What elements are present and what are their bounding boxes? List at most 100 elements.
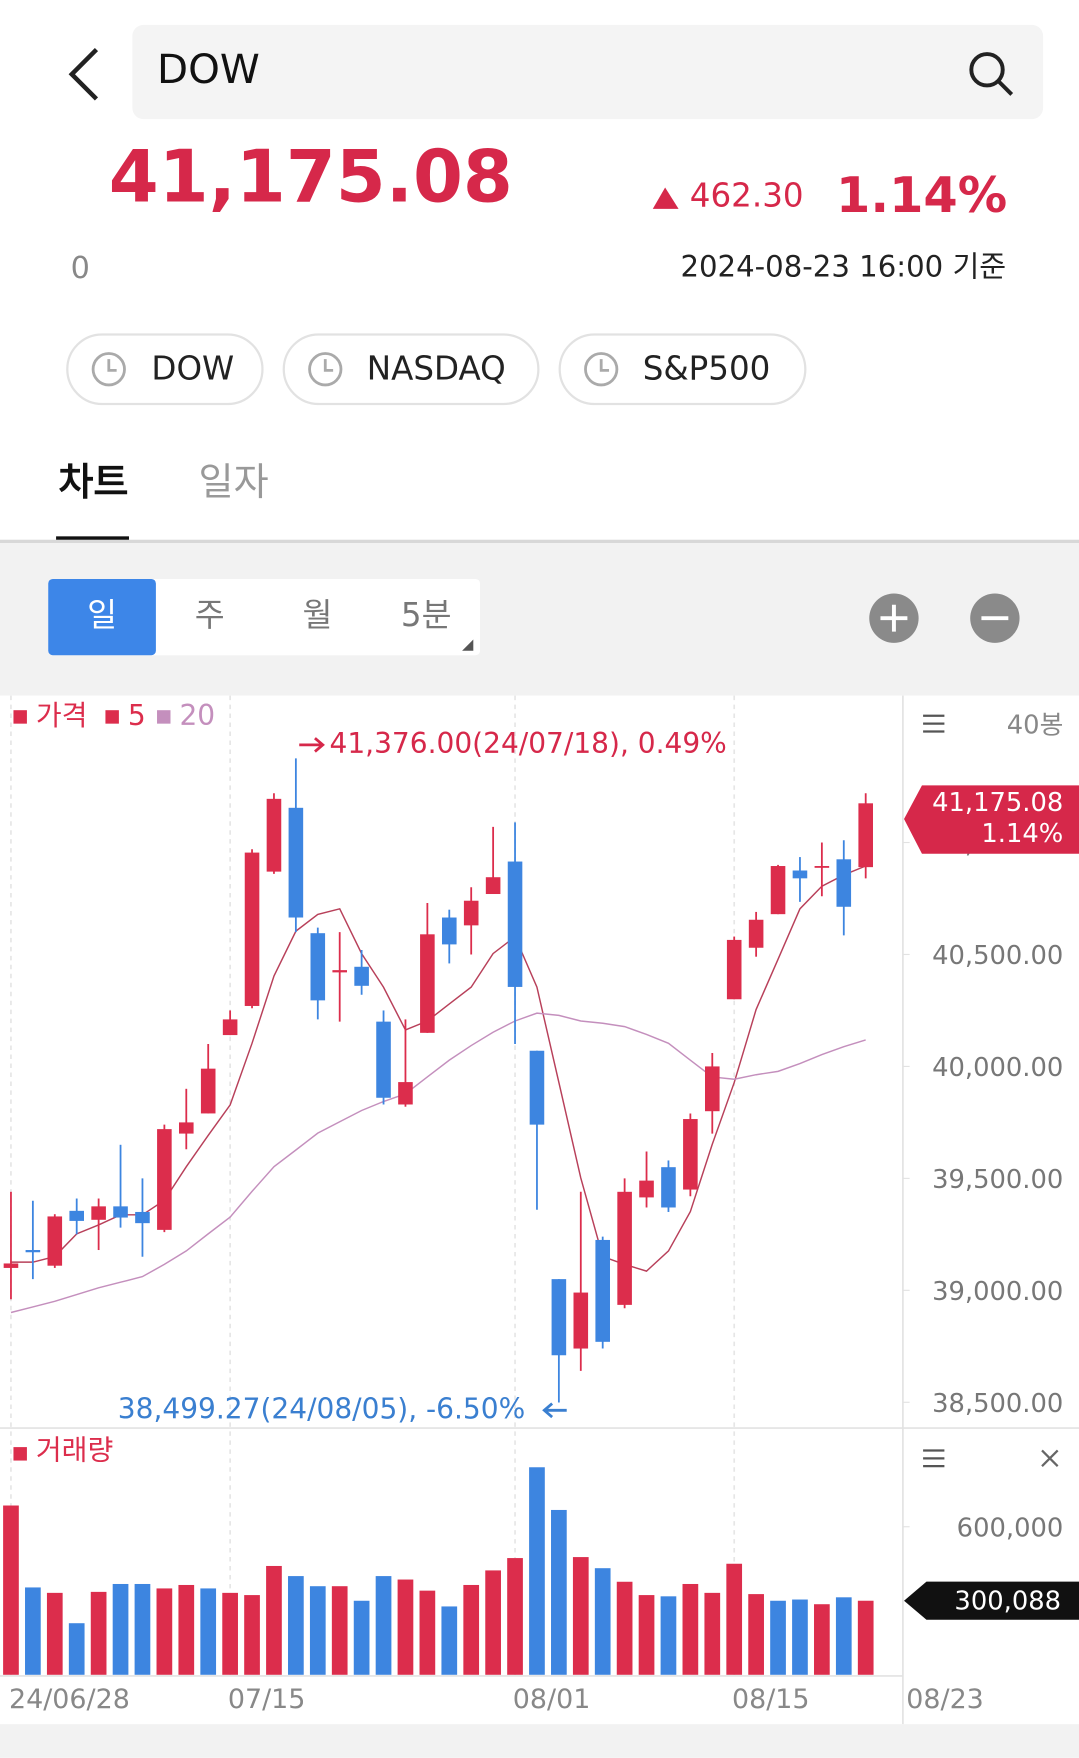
candle-body: [770, 866, 786, 915]
volume-bar: [46, 1592, 63, 1675]
candle-body: [595, 1239, 610, 1342]
candle-body: [836, 859, 852, 907]
chip[interactable]: S&P500: [558, 333, 807, 406]
close-icon[interactable]: [1041, 1449, 1059, 1467]
candle-body: [529, 1050, 545, 1125]
volume-bar: [288, 1576, 304, 1675]
zoom-in[interactable]: [869, 593, 919, 643]
up-triangle: [652, 187, 679, 209]
bar-count: 40봉: [1007, 710, 1064, 740]
volume-bar: [309, 1586, 326, 1675]
volume-bar: [835, 1597, 852, 1675]
volume-bar: [441, 1606, 458, 1675]
back-button[interactable]: [68, 47, 99, 101]
candle-body: [157, 1129, 172, 1230]
candle-body: [376, 1021, 391, 1098]
timestamp: 2024-08-23 16:00 기준: [680, 249, 1006, 283]
y-tick-label: 38,500.00: [932, 1389, 1063, 1419]
period-button[interactable]: 일: [87, 596, 117, 634]
volume-bar: [551, 1509, 567, 1675]
volume-bar: [726, 1563, 743, 1675]
volume-bar: [112, 1583, 129, 1675]
candle-body: [200, 1068, 216, 1114]
volume-bar: [616, 1581, 633, 1675]
candle-body: [858, 803, 873, 868]
period-selected[interactable]: [48, 578, 156, 656]
candle-body: [113, 1206, 128, 1218]
candle-body: [178, 1122, 194, 1134]
candle-body: [683, 1119, 698, 1190]
candle-body: [551, 1279, 567, 1356]
candle-body: [135, 1211, 150, 1224]
volume-bar: [353, 1600, 370, 1675]
x-tick-label: 08/01: [513, 1684, 591, 1715]
period-button[interactable]: 5분: [401, 596, 452, 634]
volume-bar: [397, 1579, 414, 1675]
volume-bar: [770, 1600, 786, 1675]
volume-bar: [463, 1584, 480, 1675]
price-badge: [904, 785, 1079, 854]
y-tick-label: 39,000.00: [932, 1277, 1063, 1307]
candle-body: [288, 807, 304, 918]
candle-body: [47, 1216, 63, 1266]
volume-title: 거래량: [36, 1434, 113, 1467]
candle-body: [266, 798, 282, 872]
chip[interactable]: DOW: [66, 333, 264, 406]
zoom-out[interactable]: [970, 593, 1020, 643]
menu-icon[interactable]: [923, 714, 945, 733]
volume-bar: [3, 1505, 19, 1675]
annotation: 38,499.27(24/08/05), -6.50%: [118, 1392, 525, 1425]
tab-active[interactable]: 차트: [58, 460, 128, 504]
search-text: DOW: [157, 46, 260, 93]
tab-underline: [56, 536, 129, 542]
volume-bar: [792, 1599, 808, 1675]
tab[interactable]: 일자: [199, 460, 269, 504]
candle-body: [420, 934, 435, 1033]
volume-bar: [25, 1587, 41, 1675]
volume-bar: [244, 1595, 260, 1675]
volume-bar: [857, 1600, 874, 1675]
chip-label: S&P500: [643, 349, 771, 387]
candle-body: [661, 1167, 676, 1208]
candle-body: [222, 1019, 238, 1036]
candle-body: [441, 917, 457, 945]
candle-body: [310, 933, 326, 1001]
volume-badge: [904, 1581, 1079, 1620]
candle-body: [244, 852, 260, 1006]
candle-body: [704, 1066, 720, 1112]
candle-body: [507, 861, 523, 987]
divider: [0, 539, 1079, 544]
volume-bar: [748, 1594, 764, 1675]
candle-body: [617, 1191, 632, 1305]
candle-body: [814, 866, 830, 868]
volume-bar: [638, 1595, 655, 1675]
period-button[interactable]: 주: [195, 596, 225, 634]
x-tick-label: 24/06/28: [9, 1684, 130, 1715]
candle-body: [354, 966, 369, 986]
legend-label: 5: [128, 699, 146, 732]
change-percent: 1.14%: [836, 166, 1007, 224]
candle-body: [3, 1263, 19, 1268]
candle-body: [463, 900, 479, 926]
y-tick-label: 40,500.00: [932, 941, 1063, 971]
volume-bar: [682, 1583, 699, 1675]
period-button[interactable]: 월: [302, 596, 332, 634]
legend-swatch: [13, 1447, 27, 1461]
volume-bar: [814, 1604, 830, 1675]
candle-body: [398, 1082, 413, 1105]
candle-body: [25, 1250, 41, 1253]
candle-body: [485, 877, 501, 895]
chip[interactable]: NASDAQ: [282, 333, 540, 406]
x-tick-label: 08/15: [732, 1684, 810, 1715]
menu-icon[interactable]: [923, 1449, 945, 1468]
search-icon[interactable]: [969, 52, 1014, 96]
candle-body: [332, 970, 347, 973]
annotation-arrow: [299, 737, 325, 753]
bottom-bar: [0, 1724, 1079, 1758]
volume-bar: [68, 1623, 85, 1675]
candle-body: [792, 870, 808, 879]
candle-body: [748, 919, 764, 948]
search-bar[interactable]: [132, 24, 1044, 120]
moving-average: [10, 1012, 866, 1314]
